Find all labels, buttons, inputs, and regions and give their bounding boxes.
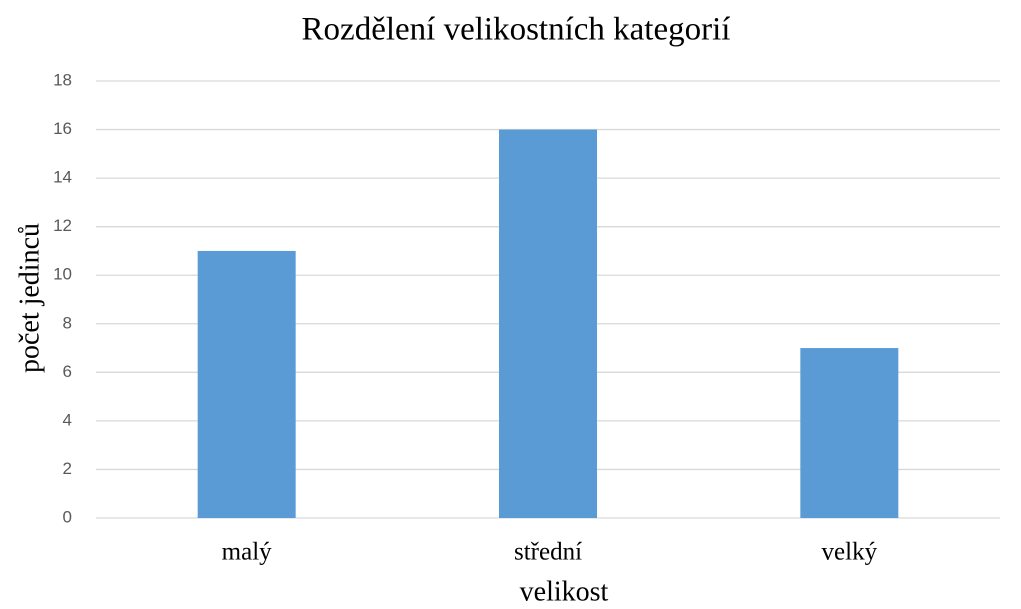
y-tick-label: 12 <box>53 216 72 235</box>
y-tick-label: 8 <box>63 313 72 332</box>
y-tick-label: 14 <box>53 168 72 187</box>
y-tick-label: 18 <box>53 70 72 89</box>
y-tick-label: 10 <box>53 265 72 284</box>
y-tick-label: 4 <box>63 410 72 429</box>
y-axis-label: počet jedinců <box>14 223 45 373</box>
x-tick-label: malý <box>222 539 272 566</box>
bar <box>197 250 296 518</box>
bar <box>499 129 597 519</box>
y-tick-label: 16 <box>53 119 72 138</box>
bar <box>800 348 899 518</box>
x-tick-label: velký <box>822 539 878 566</box>
y-tick-label: 6 <box>63 362 72 381</box>
y-tick-label: 2 <box>63 459 72 478</box>
y-tick-label: 0 <box>63 507 72 526</box>
chart-title: Rozdělení velikostních kategorií <box>302 12 731 48</box>
x-axis-label: velikost <box>520 576 609 607</box>
x-tick-label: střední <box>514 539 582 566</box>
